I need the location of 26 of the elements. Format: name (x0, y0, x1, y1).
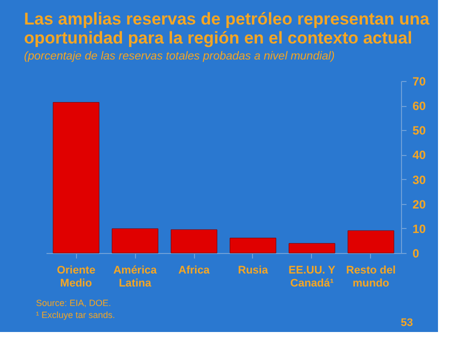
text: Las amplias reservas de petróleo representan una (24, 10, 430, 28)
text: oportunidad para la región en el contexto actual (24, 28, 412, 48)
text: ¹ Excluye tar sands. (36, 310, 116, 320)
y-tick-label: 50 (412, 124, 426, 138)
y-tick-label: 40 (412, 148, 426, 162)
bar (288, 243, 336, 254)
y-tick-label: 10 (412, 222, 426, 236)
bar (52, 102, 100, 254)
bar (230, 238, 276, 254)
x-tick-label: Rusia (238, 264, 269, 276)
bar (170, 229, 218, 254)
x-tick-label: Africa (178, 264, 210, 276)
chart-subtitle: (porcentaje de las reservas totales probadas a nivel mundial) (24, 50, 335, 62)
y-tick-label: 30 (412, 172, 426, 187)
bar (348, 230, 394, 254)
text: 53 (400, 317, 413, 329)
bar (112, 228, 158, 254)
y-tick-label: 60 (412, 99, 426, 114)
y-tick-label: 20 (412, 197, 426, 212)
x-tick-label: Resto del mundo (346, 264, 396, 290)
x-tick-label: EE.UU. Y Canadá¹ (288, 264, 336, 290)
source-note: Source: EIA, DOE. (36, 298, 112, 308)
x-tick-label: América Latina (113, 264, 158, 290)
x-tick-label: Oriente Medio (56, 264, 96, 290)
y-tick-label: 70 (412, 74, 426, 88)
y-tick-label: 0 (412, 246, 420, 260)
